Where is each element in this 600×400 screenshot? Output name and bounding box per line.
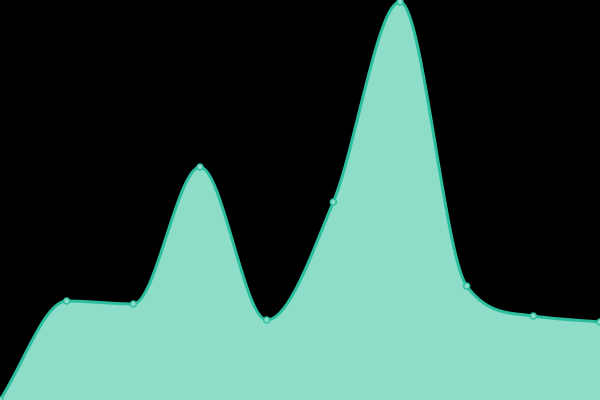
data-point-marker — [129, 300, 138, 308]
data-point-marker — [62, 297, 71, 305]
data-point-marker — [596, 318, 600, 326]
data-point-marker — [462, 282, 471, 290]
data-point-marker — [329, 198, 338, 206]
data-point-marker — [529, 312, 538, 320]
data-point-marker — [196, 163, 204, 171]
data-point-marker — [0, 396, 4, 400]
data-point-marker — [396, 0, 404, 6]
data-point-marker — [262, 316, 271, 324]
